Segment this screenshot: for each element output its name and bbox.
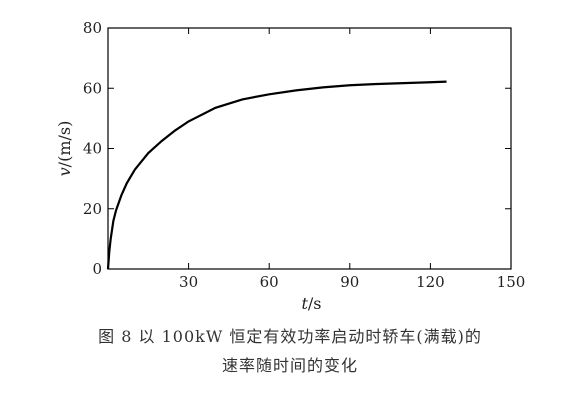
x-tick-label: 30 — [179, 273, 198, 291]
x-axis-var: t — [301, 294, 308, 313]
series-line — [106, 80, 447, 270]
y-tick-label: 40 — [83, 140, 102, 158]
y-axis-ticks: 0 20 40 60 80 — [83, 19, 511, 278]
y-tick-label: 60 — [83, 79, 102, 97]
x-tick-label: 90 — [340, 273, 359, 291]
x-axis-unit: /s — [308, 294, 322, 313]
y-tick-label: 80 — [83, 19, 102, 37]
y-tick-label: 0 — [92, 260, 102, 278]
plot-frame — [107, 27, 512, 270]
y-axis-var: v — [55, 167, 74, 176]
y-axis-unit: /(m/s) — [55, 121, 74, 168]
chart: 0 20 40 60 80 30 60 90 120 150 t/s v/(m/s) — [55, 19, 525, 313]
figure-caption-line-2: 速率随时间的变化 — [221, 356, 358, 375]
x-axis-title: t/s — [301, 294, 321, 313]
y-axis-title: v/(m/s) — [55, 121, 74, 177]
x-tick-label: 60 — [260, 273, 279, 291]
x-axis-ticks: 30 60 90 120 150 — [179, 28, 525, 291]
y-tick-label: 20 — [83, 200, 102, 218]
x-tick-label: 120 — [416, 273, 445, 291]
x-tick-label: 150 — [497, 273, 526, 291]
figure-caption-line-1: 图 8 以 100kW 恒定有效功率启动时轿车(满载)的 — [98, 327, 482, 346]
